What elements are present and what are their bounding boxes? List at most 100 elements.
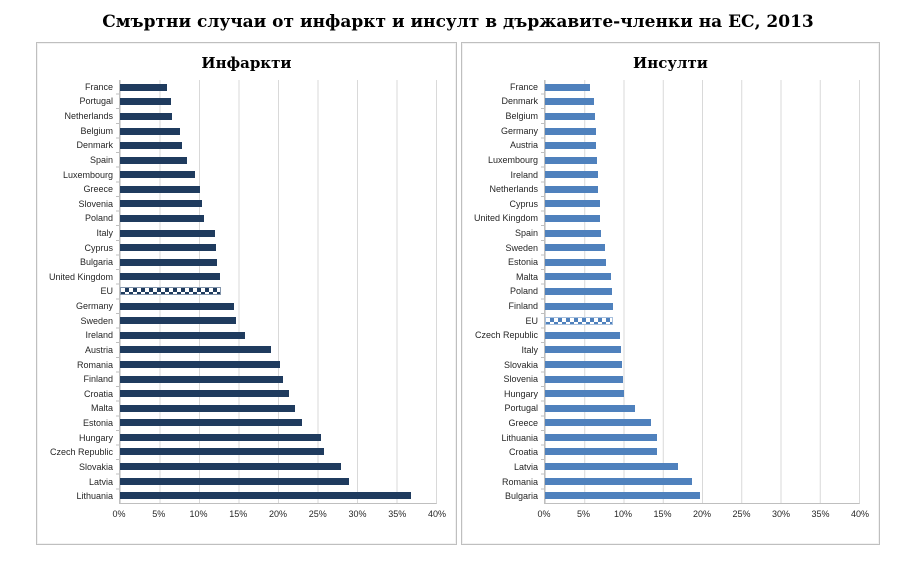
bar-row bbox=[545, 124, 859, 139]
x-axis-tick-label: 10% bbox=[613, 509, 633, 519]
bar-row bbox=[120, 255, 436, 270]
category-label: Slovakia bbox=[503, 359, 538, 370]
x-axis-tick-label: 15% bbox=[229, 509, 248, 519]
bar bbox=[545, 331, 620, 339]
category-label: Estonia bbox=[507, 257, 538, 268]
bar-row bbox=[545, 168, 859, 183]
bar bbox=[545, 302, 613, 310]
x-axis-tick-label: 5% bbox=[152, 509, 166, 519]
bar bbox=[120, 156, 188, 164]
bar bbox=[120, 302, 234, 310]
category-label: Portugal bbox=[79, 96, 113, 107]
bar-row bbox=[545, 182, 859, 197]
bar-row bbox=[120, 109, 436, 124]
category-label: Denmark bbox=[76, 140, 113, 151]
bar bbox=[545, 244, 606, 252]
category-label: Croatia bbox=[508, 447, 538, 458]
category-label: Cyprus bbox=[509, 198, 538, 209]
bar-row bbox=[120, 357, 436, 372]
bar bbox=[545, 142, 597, 150]
category-label: Lithuania bbox=[76, 491, 113, 502]
bar-row bbox=[120, 80, 436, 95]
bar bbox=[120, 433, 321, 441]
x-axis-tick-label: 15% bbox=[653, 509, 672, 519]
bar bbox=[120, 200, 203, 208]
x-axis-tick-label: 35% bbox=[388, 509, 407, 519]
bar bbox=[545, 433, 658, 441]
x-axis-tick-label: 30% bbox=[771, 509, 791, 519]
bar bbox=[545, 448, 658, 456]
bar-row bbox=[120, 138, 436, 153]
category-label: Cyprus bbox=[84, 242, 113, 253]
category-label: Romania bbox=[76, 359, 113, 370]
category-label: Sweden bbox=[80, 315, 113, 326]
chart-title-infarcts: Инфаркти bbox=[201, 54, 292, 72]
x-axis-tick-label: 5% bbox=[576, 509, 591, 519]
bar-row bbox=[545, 299, 859, 314]
plot-area-infarcts: France Portugal Netherlands Belgium Denmark S… bbox=[42, 80, 437, 504]
chart-title-strokes: Инсулти bbox=[633, 54, 708, 72]
bar bbox=[120, 331, 245, 339]
category-label: Italy bbox=[521, 344, 538, 355]
category-label: United Kingdom bbox=[48, 271, 113, 282]
category-label: EU bbox=[100, 286, 113, 297]
category-label: Luxembourg bbox=[62, 169, 113, 180]
x-axis-tick-label: 25% bbox=[308, 509, 327, 519]
bar bbox=[545, 83, 590, 91]
x-axis-tick-label: 40% bbox=[427, 509, 447, 519]
category-label: France bbox=[509, 81, 538, 92]
bar bbox=[120, 229, 215, 237]
bar-row bbox=[545, 255, 859, 270]
category-label: Austria bbox=[509, 140, 538, 151]
bar bbox=[545, 390, 625, 398]
bar bbox=[120, 171, 196, 179]
bar-row bbox=[120, 299, 436, 314]
bar bbox=[545, 346, 622, 354]
bar-row bbox=[545, 415, 859, 430]
x-axis-tick-label: 0% bbox=[537, 509, 551, 519]
eu-highlight-bar bbox=[545, 316, 613, 325]
category-label: Ireland bbox=[510, 169, 538, 180]
bar-row bbox=[545, 474, 859, 489]
category-label: Estonia bbox=[82, 418, 113, 429]
category-label: Malta bbox=[90, 403, 113, 414]
category-label: France bbox=[84, 81, 113, 92]
bar-row bbox=[120, 197, 436, 212]
bar-row bbox=[120, 270, 436, 285]
bar-row bbox=[545, 153, 859, 168]
category-label: Sweden bbox=[505, 242, 538, 253]
bar bbox=[120, 127, 181, 135]
bar-row bbox=[545, 401, 859, 416]
bar-row bbox=[120, 328, 436, 343]
category-label: Greece bbox=[83, 184, 113, 195]
category-label: Lithuania bbox=[501, 432, 538, 443]
bar bbox=[545, 215, 600, 223]
category-label: Luxembourg bbox=[487, 154, 538, 165]
plot-area-strokes: France Denmark Belgium Germany Austria Luxemb… bbox=[467, 80, 860, 504]
bar-row bbox=[120, 284, 436, 299]
bar bbox=[120, 83, 167, 91]
bar bbox=[545, 463, 679, 471]
bars-infarcts bbox=[120, 80, 436, 503]
bar bbox=[120, 360, 280, 368]
bar-row bbox=[545, 226, 859, 241]
bar-row bbox=[120, 401, 436, 416]
bar-row bbox=[120, 313, 436, 328]
bar bbox=[545, 287, 612, 295]
bar-row bbox=[545, 343, 859, 358]
category-label: Germany bbox=[75, 301, 113, 312]
bar-row bbox=[545, 459, 859, 474]
bar bbox=[120, 477, 350, 485]
bar bbox=[545, 404, 636, 412]
category-label: Hungary bbox=[78, 432, 113, 443]
bar bbox=[120, 492, 411, 500]
category-label: Slovenia bbox=[503, 374, 538, 385]
category-label: Belgium bbox=[505, 111, 538, 122]
category-label: Czech Republic bbox=[474, 330, 538, 341]
bar bbox=[545, 360, 622, 368]
category-label: Slovakia bbox=[78, 461, 113, 472]
chart-panel-infarcts: Инфаркти France Portugal Netherlands Belgiu… bbox=[36, 42, 457, 545]
bar-row bbox=[120, 343, 436, 358]
category-label: Poland bbox=[84, 213, 113, 224]
x-axis-tick-label: 40% bbox=[850, 509, 870, 519]
